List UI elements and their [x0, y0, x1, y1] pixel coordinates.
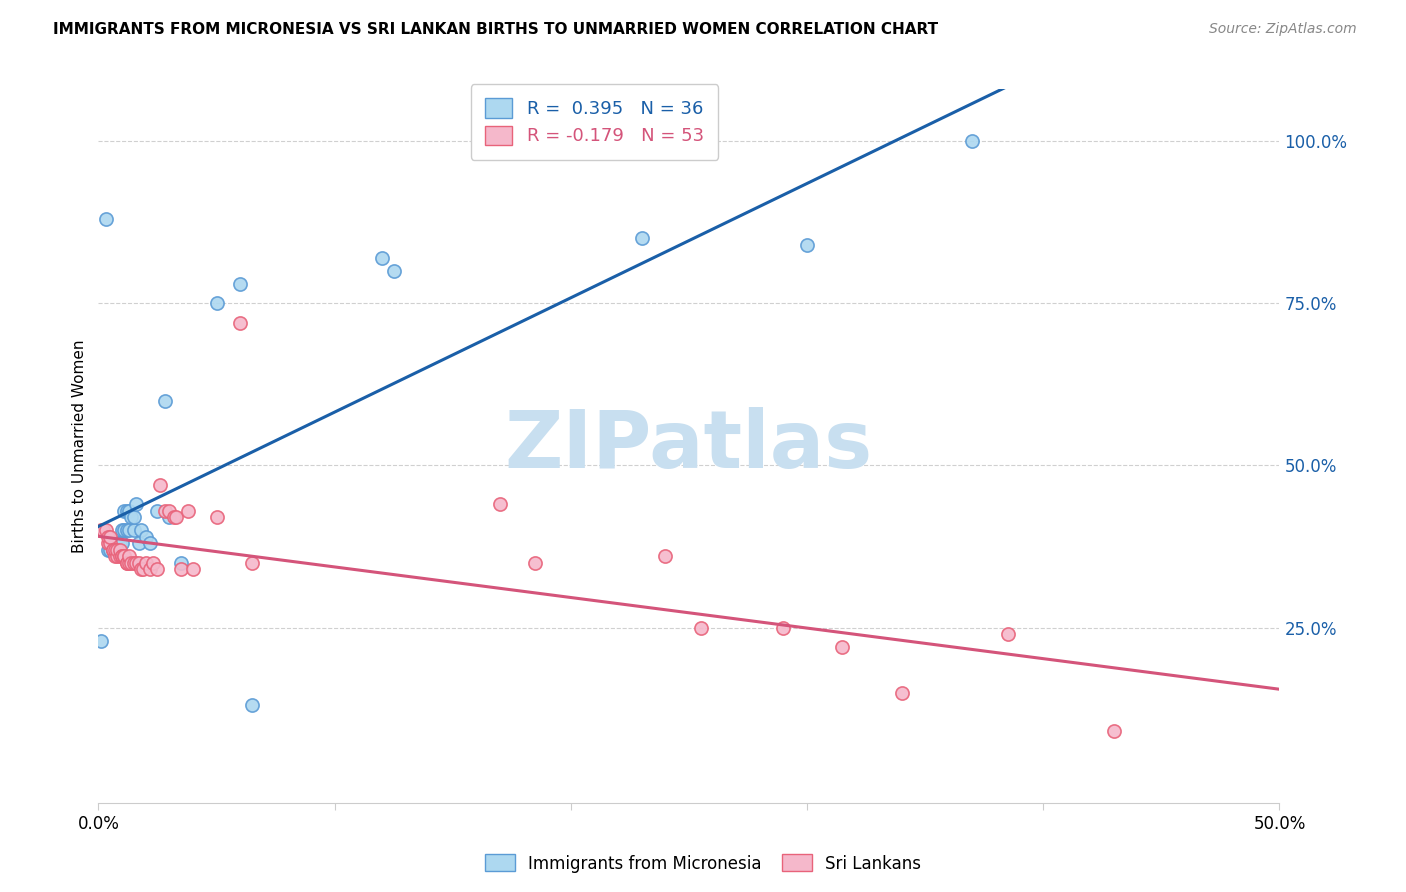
Point	[122, 524, 145, 538]
Point	[112, 524, 135, 538]
Point	[108, 536, 131, 550]
Point	[157, 504, 180, 518]
Point	[146, 504, 169, 518]
Point	[111, 536, 134, 550]
Point	[135, 530, 157, 544]
Point	[149, 478, 172, 492]
Point	[129, 562, 152, 576]
Point	[112, 549, 135, 564]
Point	[129, 524, 152, 538]
Point	[90, 633, 112, 648]
Point	[98, 536, 121, 550]
Point	[101, 542, 124, 557]
Point	[382, 264, 405, 278]
Point	[112, 549, 135, 564]
Point	[157, 510, 180, 524]
Legend: R =  0.395   N = 36, R = -0.179   N = 53: R = 0.395 N = 36, R = -0.179 N = 53	[471, 84, 718, 160]
Point	[170, 556, 193, 570]
Point	[94, 211, 117, 226]
Point	[105, 549, 128, 564]
Point	[229, 316, 252, 330]
Point	[229, 277, 252, 291]
Point	[128, 556, 150, 570]
Point	[115, 504, 138, 518]
Point	[772, 621, 794, 635]
Point	[153, 393, 176, 408]
Point	[122, 556, 145, 570]
Point	[122, 510, 145, 524]
Point	[139, 536, 162, 550]
Point	[98, 530, 121, 544]
Text: Source: ZipAtlas.com: Source: ZipAtlas.com	[1209, 22, 1357, 37]
Point	[118, 549, 141, 564]
Point	[125, 556, 148, 570]
Point	[112, 504, 135, 518]
Point	[205, 510, 228, 524]
Point	[115, 556, 138, 570]
Point	[132, 562, 155, 576]
Point	[135, 556, 157, 570]
Point	[115, 556, 138, 570]
Point	[115, 524, 138, 538]
Point	[524, 556, 547, 570]
Point	[121, 556, 143, 570]
Point	[240, 556, 263, 570]
Point	[125, 497, 148, 511]
Y-axis label: Births to Unmarried Women: Births to Unmarried Women	[72, 339, 87, 553]
Point	[146, 562, 169, 576]
Point	[121, 510, 143, 524]
Point	[489, 497, 512, 511]
Point	[118, 504, 141, 518]
Point	[831, 640, 853, 654]
Point	[111, 524, 134, 538]
Point	[181, 562, 204, 576]
Point	[689, 621, 711, 635]
Point	[170, 562, 193, 576]
Point	[111, 549, 134, 564]
Point	[240, 698, 263, 713]
Point	[97, 530, 120, 544]
Point	[104, 536, 127, 550]
Point	[997, 627, 1019, 641]
Point	[371, 251, 394, 265]
Point	[890, 685, 912, 699]
Point	[111, 549, 134, 564]
Point	[94, 524, 117, 538]
Point	[163, 510, 186, 524]
Point	[101, 542, 124, 557]
Point	[1102, 724, 1125, 739]
Point	[91, 524, 114, 538]
Point	[105, 542, 128, 557]
Point	[104, 542, 127, 557]
Point	[630, 231, 652, 245]
Point	[97, 542, 120, 557]
Point	[108, 549, 131, 564]
Point	[177, 504, 200, 518]
Point	[654, 549, 676, 564]
Legend: Immigrants from Micronesia, Sri Lankans: Immigrants from Micronesia, Sri Lankans	[478, 847, 928, 880]
Point	[153, 504, 176, 518]
Point	[105, 536, 128, 550]
Point	[90, 524, 112, 538]
Text: IMMIGRANTS FROM MICRONESIA VS SRI LANKAN BIRTHS TO UNMARRIED WOMEN CORRELATION C: IMMIGRANTS FROM MICRONESIA VS SRI LANKAN…	[53, 22, 939, 37]
Point	[962, 134, 984, 148]
Point	[128, 536, 150, 550]
Point	[139, 562, 162, 576]
Point	[108, 542, 131, 557]
Point	[165, 510, 187, 524]
Point	[118, 524, 141, 538]
Point	[796, 238, 818, 252]
Point	[98, 542, 121, 557]
Point	[101, 542, 124, 557]
Point	[97, 536, 120, 550]
Point	[104, 549, 127, 564]
Point	[118, 556, 141, 570]
Point	[142, 556, 165, 570]
Point	[205, 296, 228, 310]
Text: ZIPatlas: ZIPatlas	[505, 407, 873, 485]
